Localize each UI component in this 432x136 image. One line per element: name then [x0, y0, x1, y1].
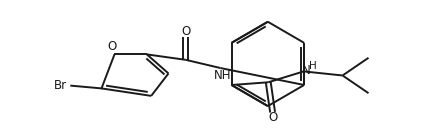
Text: Br: Br	[54, 79, 67, 92]
Text: O: O	[108, 40, 117, 53]
Text: NH: NH	[214, 69, 231, 82]
Text: O: O	[268, 111, 277, 124]
Text: N: N	[302, 64, 310, 77]
Text: H: H	[309, 61, 317, 71]
Text: O: O	[181, 25, 191, 38]
